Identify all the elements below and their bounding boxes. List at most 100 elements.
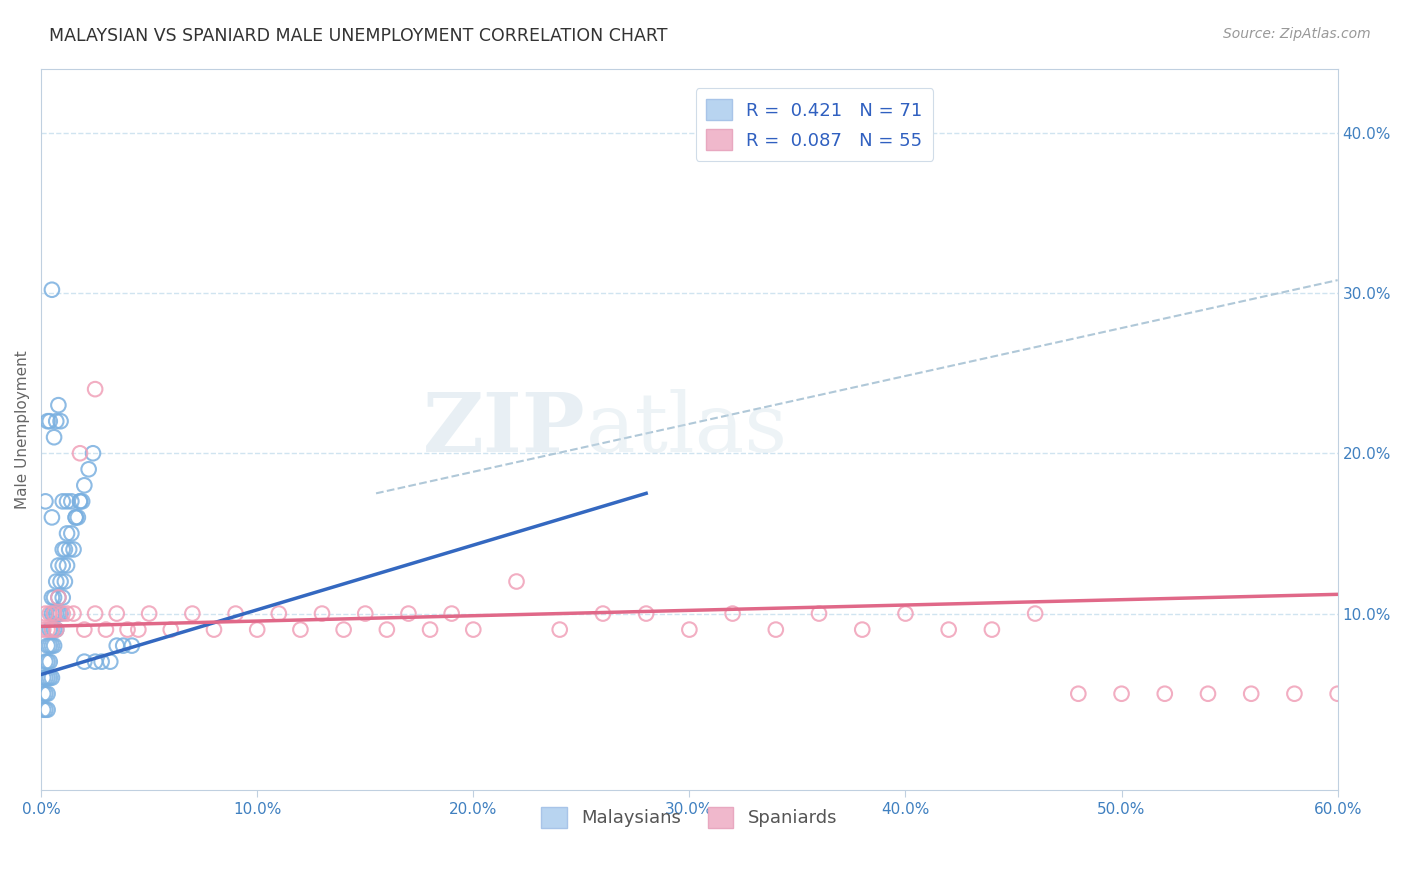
Point	[82, 446, 104, 460]
Point	[45, 623, 67, 637]
Point	[34, 655, 56, 669]
Point	[41, 283, 63, 297]
Point	[38, 655, 60, 669]
Point	[37, 703, 59, 717]
Point	[60, 494, 83, 508]
Point	[52, 494, 75, 508]
Point	[52, 591, 75, 605]
Point	[56, 607, 79, 621]
Point	[32, 687, 55, 701]
Point	[42, 639, 65, 653]
Point	[52, 607, 75, 621]
Point	[980, 623, 1002, 637]
Point	[808, 607, 831, 621]
Point	[69, 446, 91, 460]
Point	[505, 574, 527, 589]
Point	[69, 494, 91, 508]
Point	[32, 623, 55, 637]
Point	[38, 639, 60, 653]
Legend: Malaysians, Spaniards: Malaysians, Spaniards	[534, 800, 845, 835]
Point	[98, 655, 121, 669]
Point	[69, 494, 91, 508]
Point	[463, 623, 485, 637]
Point	[105, 607, 128, 621]
Point	[56, 558, 79, 573]
Point	[62, 542, 84, 557]
Text: MALAYSIAN VS SPANIARD MALE UNEMPLOYMENT CORRELATION CHART: MALAYSIAN VS SPANIARD MALE UNEMPLOYMENT …	[49, 27, 668, 45]
Point	[37, 414, 59, 428]
Point	[894, 607, 917, 621]
Point	[73, 478, 96, 492]
Point	[41, 623, 63, 637]
Point	[41, 510, 63, 524]
Point	[42, 607, 65, 621]
Point	[52, 542, 75, 557]
Point	[70, 494, 93, 508]
Point	[45, 607, 67, 621]
Point	[42, 623, 65, 637]
Point	[127, 623, 149, 637]
Point	[1284, 687, 1306, 701]
Point	[48, 398, 70, 412]
Point	[48, 558, 70, 573]
Point	[678, 623, 700, 637]
Point	[94, 623, 117, 637]
Point	[49, 574, 72, 589]
Point	[62, 607, 84, 621]
Point	[1067, 687, 1090, 701]
Point	[41, 639, 63, 653]
Point	[225, 607, 247, 621]
Point	[1197, 687, 1219, 701]
Point	[58, 542, 80, 557]
Point	[112, 639, 135, 653]
Text: ZIP: ZIP	[423, 389, 586, 469]
Point	[34, 494, 56, 508]
Point	[37, 687, 59, 701]
Point	[332, 623, 354, 637]
Point	[90, 655, 112, 669]
Point	[53, 574, 76, 589]
Point	[181, 607, 204, 621]
Point	[202, 623, 225, 637]
Point	[65, 510, 87, 524]
Point	[37, 671, 59, 685]
Point	[938, 623, 960, 637]
Point	[34, 607, 56, 621]
Point	[60, 526, 83, 541]
Point	[440, 607, 463, 621]
Point	[41, 671, 63, 685]
Point	[48, 607, 70, 621]
Point	[246, 623, 269, 637]
Point	[49, 414, 72, 428]
Point	[1326, 687, 1348, 701]
Point	[84, 382, 107, 396]
Point	[52, 558, 75, 573]
Point	[32, 703, 55, 717]
Point	[159, 623, 181, 637]
Point	[41, 607, 63, 621]
Text: Source: ZipAtlas.com: Source: ZipAtlas.com	[1223, 27, 1371, 41]
Point	[311, 607, 333, 621]
Point	[34, 703, 56, 717]
Point	[117, 623, 139, 637]
Point	[49, 607, 72, 621]
Point	[37, 639, 59, 653]
Point	[1111, 687, 1133, 701]
Point	[851, 623, 873, 637]
Point	[53, 542, 76, 557]
Point	[34, 687, 56, 701]
Point	[65, 510, 87, 524]
Point	[121, 639, 143, 653]
Point	[41, 591, 63, 605]
Point	[38, 671, 60, 685]
Point	[38, 623, 60, 637]
Point	[77, 462, 100, 476]
Point	[375, 623, 398, 637]
Point	[592, 607, 614, 621]
Point	[548, 623, 571, 637]
Point	[37, 623, 59, 637]
Point	[37, 655, 59, 669]
Point	[38, 414, 60, 428]
Point	[84, 655, 107, 669]
Point	[56, 494, 79, 508]
